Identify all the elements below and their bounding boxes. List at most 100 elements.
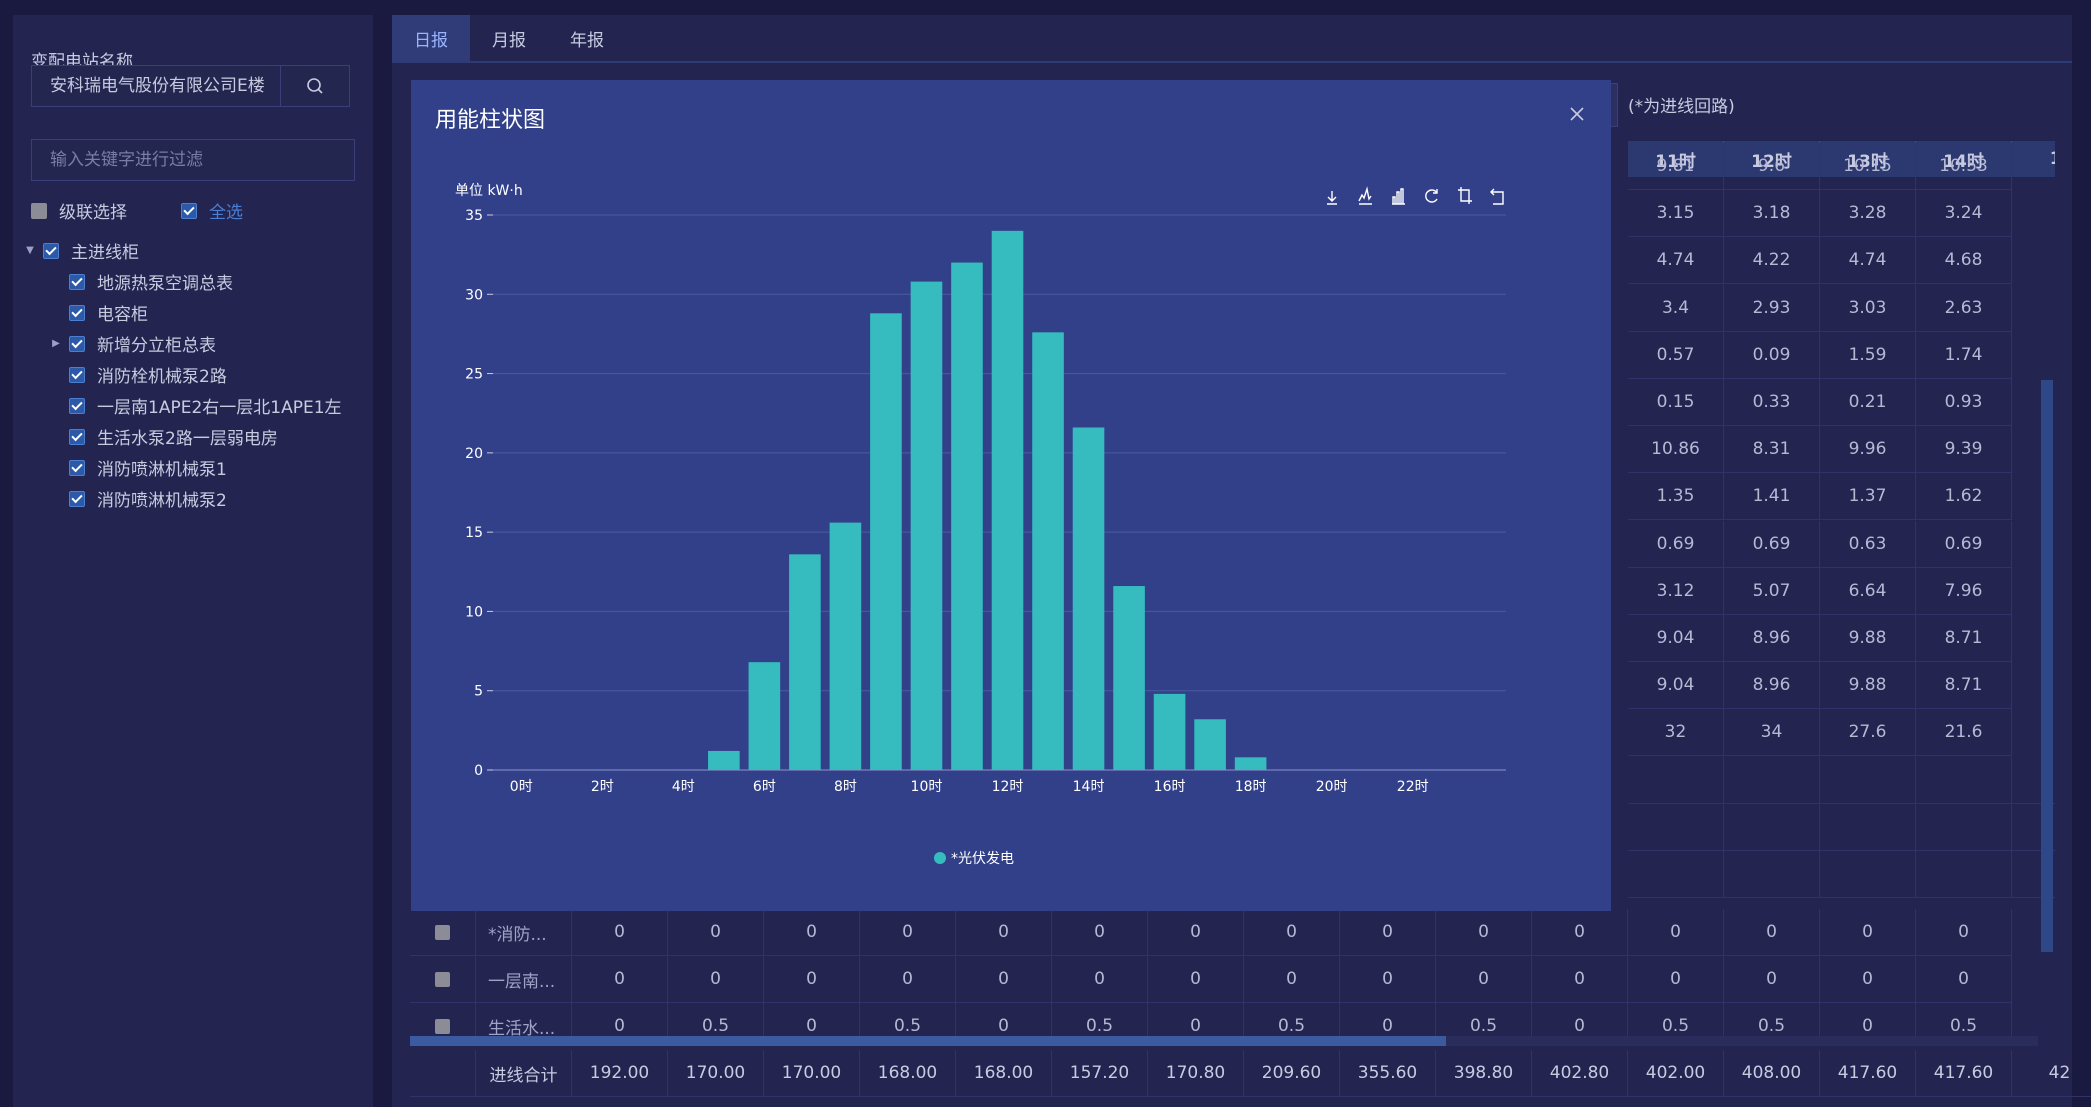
vertical-scrollbar[interactable] [2041, 380, 2053, 952]
energy-bar-chart: 单位 kW·h 0 5 10 15 20 25 30 35 0时 2时 4时 6时 8时 10时 12时 14时… [455, 183, 1506, 867]
tree-node-checkbox[interactable] [69, 397, 85, 414]
table-cell: 34 [1724, 709, 1820, 757]
table-cell: 0 [860, 956, 956, 1003]
horizontal-scrollbar-thumb[interactable] [410, 1036, 1446, 1046]
tree-node-checkbox[interactable] [69, 366, 85, 383]
column-header: 11时 [1628, 141, 1724, 177]
tree-node[interactable]: 生活水泵2路一层弱电房 [23, 421, 342, 452]
table-cell: 27.6 [1820, 709, 1916, 757]
row-checkbox-cell[interactable] [410, 909, 476, 956]
column-header: 13时 [1820, 141, 1916, 177]
tree-node-checkbox[interactable] [69, 459, 85, 476]
tree-node[interactable]: 消防喷淋机械泵1 [23, 452, 342, 483]
tree-node[interactable]: 一层南1APE2右一层北1APE1左 [23, 390, 342, 421]
x-tick-label: 2时 [591, 779, 614, 795]
table-cell: 3.03 [1820, 284, 1916, 332]
table-cell: 0.5 [1628, 1003, 1724, 1038]
tree-node-checkbox[interactable] [69, 273, 85, 290]
tree-node[interactable]: ▶ 新增分立柜总表 [23, 328, 342, 359]
table-cell: 0.57 [1628, 331, 1724, 379]
row-checkbox-cell[interactable] [410, 1003, 476, 1038]
tab-monthly[interactable]: 月报 [492, 30, 526, 51]
tree-caret-icon[interactable]: ▼ [26, 245, 34, 256]
select-all-option[interactable]: 全选 [181, 198, 243, 223]
tree-node-checkbox[interactable] [69, 304, 85, 321]
tree-node[interactable]: ▼ 主进线柜 [23, 235, 342, 266]
tree-node[interactable]: 地源热泵空调总表 [23, 266, 342, 297]
horizontal-scrollbar[interactable] [410, 1036, 2038, 1046]
tree-node-checkbox[interactable] [69, 490, 85, 507]
filter-input[interactable] [31, 139, 355, 181]
x-tick-label: 14时 [1073, 779, 1105, 795]
table-cell: 0 [1820, 956, 1916, 1003]
line-chart-icon[interactable] [1358, 186, 1372, 205]
zoom-reset-icon[interactable] [1490, 188, 1504, 205]
tree-node[interactable]: 电容柜 [23, 297, 342, 328]
cascade-checkbox[interactable] [31, 202, 47, 219]
station-select[interactable]: 安科瑞电气股份有限公司E楼 [31, 65, 281, 107]
tree-node-checkbox[interactable] [69, 428, 85, 445]
table-cell: 8.31 [1724, 426, 1820, 474]
total-cell: 402.00 [1628, 1050, 1724, 1097]
table-cell: 0 [1916, 909, 2012, 956]
table-cell: 5.07 [1724, 567, 1820, 615]
legend-label[interactable]: *光伏发电 [951, 851, 1014, 867]
table-cell: 0.93 [1916, 379, 2012, 426]
table-cell: 3.24 [1916, 190, 2012, 238]
tab-daily[interactable]: 日报 [392, 15, 470, 61]
select-all-checkbox[interactable] [181, 202, 197, 219]
zoom-icon[interactable] [1458, 187, 1472, 204]
table-cell: 0.21 [1820, 379, 1916, 426]
row-checkbox[interactable] [435, 1018, 450, 1034]
table-cell: 8.96 [1724, 662, 1820, 710]
table-cell: 0 [1724, 909, 1820, 956]
table-cell: 8.71 [1916, 662, 2012, 710]
bar-12时 [991, 230, 1024, 770]
tree-node[interactable]: 消防栓机械泵2路 [23, 359, 342, 390]
refresh-icon-path [1425, 189, 1438, 203]
tree-node-label: 新增分立柜总表 [97, 336, 216, 356]
row-name: *消防... [476, 909, 572, 956]
table-cell: 0.69 [1628, 520, 1724, 568]
table-cell [1820, 756, 1916, 804]
tab-yearly[interactable]: 年报 [570, 30, 604, 51]
y-tick-label: 30 [465, 287, 483, 303]
table-cell: 0.09 [1724, 331, 1820, 379]
table-cell: 0 [1820, 1003, 1916, 1038]
select-all-label: 全选 [209, 203, 243, 223]
close-icon[interactable] [1565, 102, 1589, 126]
tree-node[interactable]: 消防喷淋机械泵2 [23, 483, 342, 514]
table-cell: 0 [1340, 909, 1436, 956]
total-label: 进线合计 [476, 1050, 572, 1097]
table-cell: 3.15 [1628, 190, 1724, 238]
bar-15时 [1113, 586, 1145, 770]
legend-marker[interactable] [934, 852, 946, 864]
table-cell [1628, 803, 1724, 851]
table-cell: 9.39 [1916, 426, 2012, 474]
cascade-option[interactable]: 级联选择 [31, 198, 127, 223]
total-cell: 42 [2012, 1050, 2091, 1097]
row-checkbox-cell[interactable] [410, 956, 476, 1003]
table-cell: 0 [572, 909, 668, 956]
search-button[interactable] [280, 65, 350, 107]
table-cell [1820, 851, 1916, 898]
table-cell: 1.62 [1916, 473, 2012, 521]
table-cell: 0 [956, 1003, 1052, 1038]
x-tick-label: 8时 [834, 779, 857, 795]
table-cell: 0 [1532, 909, 1628, 956]
tree-node-checkbox[interactable] [43, 242, 59, 259]
row-checkbox[interactable] [435, 971, 450, 987]
table-cell: 1.59 [1820, 331, 1916, 379]
tree-node-checkbox[interactable] [69, 335, 85, 352]
bar-13时 [1032, 332, 1064, 770]
refresh-icon[interactable] [1425, 189, 1438, 203]
table-cell: 9.04 [1628, 615, 1724, 662]
table-cell: 0 [1916, 956, 2012, 1003]
table-cell [2012, 851, 2055, 898]
bar-chart-icon[interactable] [1392, 188, 1405, 205]
row-checkbox[interactable] [435, 924, 450, 940]
table-cell: 3.4 [1628, 284, 1724, 332]
tree-caret-icon[interactable]: ▶ [52, 338, 60, 349]
download-icon[interactable] [1327, 191, 1337, 205]
modal-title: 用能柱状图 [435, 108, 546, 133]
